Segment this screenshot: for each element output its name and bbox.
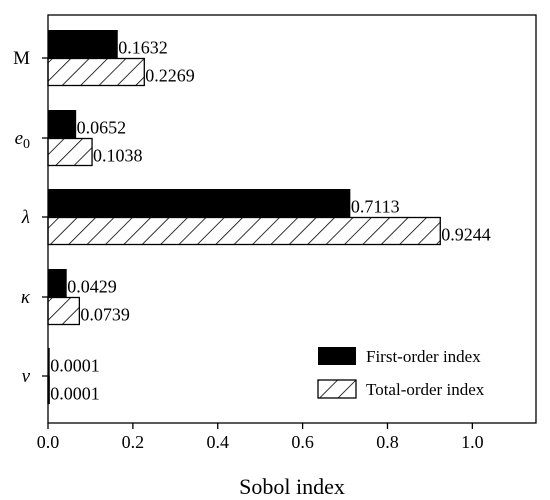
- legend-swatch-first-order: [318, 347, 356, 365]
- value-label-first-order-3: 0.0429: [67, 277, 117, 297]
- y-tick-label-4: ν: [22, 366, 31, 387]
- y-tick-label-1: e0: [15, 128, 30, 152]
- x-tick-label-0: 0.0: [37, 432, 60, 452]
- legend-label-total-order: Total-order index: [366, 380, 485, 399]
- x-tick-label-3: 0.6: [291, 432, 314, 452]
- value-label-first-order-2: 0.7113: [351, 197, 400, 217]
- legend-label-first-order: First-order index: [366, 347, 481, 366]
- bar-first-order-0: [47, 30, 118, 58]
- value-label-total-order-4: 0.0001: [50, 384, 99, 404]
- x-axis-label: Sobol index: [239, 474, 345, 499]
- bar-total-order-2: [47, 216, 441, 246]
- bar-total-order-0: [47, 57, 145, 87]
- value-label-first-order-4: 0.0001: [50, 356, 99, 376]
- x-tick-label-4: 0.8: [376, 432, 399, 452]
- y-tick-label-0: M: [13, 48, 30, 69]
- bar-first-order-2: [47, 189, 351, 217]
- legend: First-order index Total-order index: [317, 347, 485, 399]
- y-tick-label-2: λ: [21, 207, 30, 228]
- bar-total-order-3: [47, 296, 81, 326]
- value-label-first-order-0: 0.1632: [118, 38, 168, 58]
- value-label-first-order-1: 0.0652: [77, 118, 127, 138]
- x-tick-label-5: 1.0: [461, 432, 484, 452]
- bar-total-order-1: [47, 137, 93, 167]
- x-tick-label-1: 0.2: [122, 432, 145, 452]
- value-label-total-order-2: 0.9244: [441, 225, 491, 245]
- y-tick-label-3: κ: [21, 287, 31, 308]
- value-label-total-order-3: 0.0739: [80, 305, 130, 325]
- value-label-total-order-1: 0.1038: [93, 146, 143, 166]
- plot-frame: [47, 14, 537, 424]
- legend-swatch-total-order: [317, 379, 357, 399]
- value-label-total-order-0: 0.2269: [145, 66, 195, 86]
- bar-first-order-1: [47, 110, 77, 138]
- bar-first-order-3: [47, 269, 67, 297]
- x-tick-label-2: 0.4: [206, 432, 229, 452]
